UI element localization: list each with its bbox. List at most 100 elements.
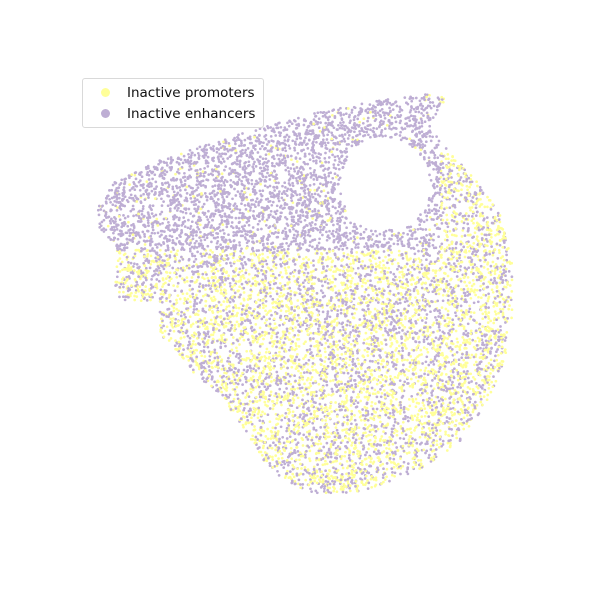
point-inactive-promoter: [356, 358, 360, 362]
point-inactive-promoter: [261, 421, 265, 425]
point-inactive-promoter: [307, 258, 311, 261]
point-inactive-promoter: [204, 304, 208, 308]
point-inactive-enhancer: [308, 222, 312, 225]
point-inactive-enhancer: [216, 369, 220, 373]
point-inactive-enhancer: [251, 226, 255, 229]
point-inactive-enhancer: [359, 237, 362, 240]
point-inactive-promoter: [475, 403, 479, 407]
point-inactive-enhancer: [433, 355, 437, 359]
point-inactive-promoter: [320, 405, 323, 408]
point-inactive-promoter: [288, 257, 291, 261]
point-inactive-promoter: [238, 343, 241, 346]
point-inactive-enhancer: [188, 336, 192, 340]
point-inactive-promoter: [465, 313, 469, 316]
point-inactive-promoter: [179, 353, 182, 357]
point-inactive-promoter: [390, 251, 393, 254]
point-inactive-enhancer: [372, 242, 376, 246]
point-inactive-enhancer: [388, 289, 392, 293]
point-inactive-enhancer: [325, 204, 329, 207]
point-inactive-promoter: [289, 446, 293, 450]
point-inactive-promoter: [363, 423, 367, 427]
point-inactive-enhancer: [196, 325, 200, 329]
point-inactive-enhancer: [441, 211, 445, 214]
point-inactive-promoter: [434, 274, 438, 278]
point-inactive-enhancer: [268, 407, 272, 410]
point-inactive-enhancer: [369, 254, 372, 258]
point-inactive-promoter: [502, 258, 506, 262]
point-inactive-enhancer: [219, 229, 222, 233]
point-inactive-enhancer: [175, 236, 179, 240]
point-inactive-promoter: [493, 272, 497, 276]
point-inactive-enhancer: [345, 147, 348, 151]
point-inactive-promoter: [406, 358, 409, 362]
point-inactive-promoter: [434, 348, 437, 352]
point-inactive-promoter: [265, 459, 269, 463]
point-inactive-enhancer: [264, 153, 268, 157]
point-inactive-enhancer: [195, 239, 198, 243]
point-inactive-enhancer: [392, 324, 396, 328]
point-inactive-enhancer: [197, 275, 200, 279]
point-inactive-enhancer: [289, 293, 292, 296]
point-inactive-promoter: [411, 329, 414, 333]
point-inactive-promoter: [241, 423, 245, 427]
point-inactive-promoter: [290, 457, 294, 461]
point-inactive-enhancer: [358, 130, 361, 133]
point-inactive-enhancer: [263, 385, 267, 389]
point-inactive-promoter: [468, 356, 472, 360]
point-inactive-enhancer: [213, 380, 216, 384]
point-inactive-enhancer: [350, 108, 354, 112]
point-inactive-promoter: [329, 404, 332, 408]
point-inactive-promoter: [115, 265, 119, 269]
point-inactive-enhancer: [383, 393, 387, 396]
point-inactive-promoter: [415, 401, 419, 405]
point-inactive-enhancer: [224, 344, 227, 348]
point-inactive-enhancer: [460, 356, 464, 360]
point-inactive-enhancer: [273, 364, 276, 368]
point-inactive-promoter: [321, 306, 325, 309]
point-inactive-promoter: [418, 259, 422, 262]
point-inactive-enhancer: [343, 140, 347, 143]
point-inactive-enhancer: [191, 186, 194, 190]
point-inactive-enhancer: [459, 304, 463, 308]
point-inactive-enhancer: [336, 222, 339, 226]
point-inactive-promoter: [358, 120, 362, 124]
point-inactive-enhancer: [470, 199, 473, 203]
point-inactive-promoter: [374, 262, 378, 266]
point-inactive-enhancer: [452, 323, 455, 327]
point-inactive-enhancer: [427, 208, 431, 212]
point-inactive-promoter: [302, 342, 306, 346]
point-inactive-promoter: [330, 265, 334, 269]
point-inactive-enhancer: [460, 417, 463, 421]
point-inactive-promoter: [323, 462, 327, 466]
point-inactive-enhancer: [238, 144, 241, 148]
point-inactive-enhancer: [451, 370, 455, 374]
point-inactive-promoter: [478, 271, 482, 274]
point-inactive-promoter: [413, 429, 416, 432]
point-inactive-enhancer: [142, 281, 146, 284]
point-inactive-promoter: [472, 290, 476, 294]
point-inactive-enhancer: [489, 264, 493, 268]
point-inactive-enhancer: [482, 282, 485, 285]
point-inactive-enhancer: [178, 186, 181, 189]
point-inactive-enhancer: [178, 216, 181, 220]
point-inactive-promoter: [319, 442, 323, 446]
point-inactive-promoter: [139, 299, 143, 302]
point-inactive-promoter: [426, 289, 430, 292]
point-inactive-promoter: [316, 414, 319, 418]
point-inactive-enhancer: [225, 190, 229, 194]
point-inactive-promoter: [498, 220, 502, 224]
point-inactive-promoter: [176, 285, 179, 288]
point-inactive-enhancer: [396, 239, 400, 242]
point-inactive-promoter: [264, 304, 268, 308]
point-inactive-promoter: [364, 281, 367, 285]
point-inactive-promoter: [468, 249, 471, 253]
point-inactive-enhancer: [462, 180, 465, 183]
point-inactive-promoter: [132, 269, 136, 272]
point-inactive-enhancer: [189, 233, 193, 237]
point-inactive-enhancer: [449, 438, 452, 442]
point-inactive-promoter: [445, 286, 448, 290]
point-inactive-enhancer: [306, 392, 310, 396]
point-inactive-enhancer: [333, 480, 337, 483]
point-inactive-enhancer: [221, 195, 224, 199]
point-inactive-promoter: [181, 266, 185, 270]
